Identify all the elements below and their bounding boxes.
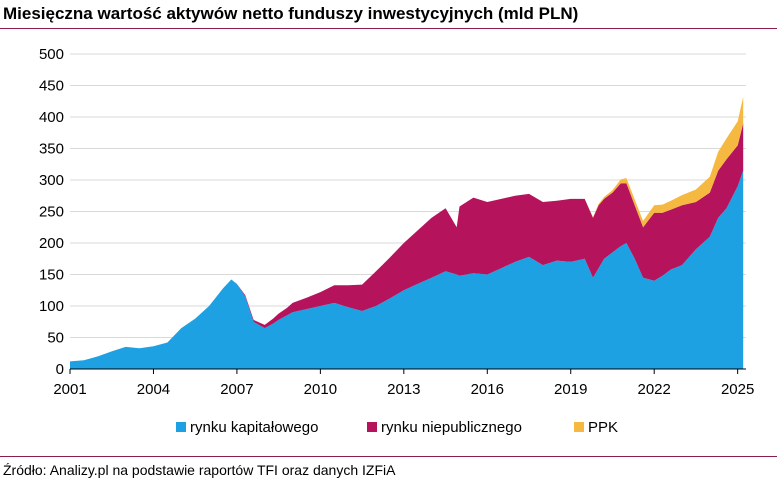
legend: rynku kapitałowego rynku niepublicznego PP… — [176, 419, 618, 436]
y-tick-label: 0 — [56, 361, 64, 378]
x-tick-label: 2007 — [220, 381, 253, 398]
legend-swatch — [176, 422, 186, 432]
x-tick-label: 2013 — [387, 381, 420, 398]
chart-title: Miesięczna wartość aktywów netto fundusz… — [3, 4, 579, 23]
y-tick-label: 250 — [39, 204, 64, 221]
area-series-1 — [70, 170, 744, 369]
source-divider — [0, 456, 777, 457]
legend-label: rynku kapitałowego — [190, 419, 318, 436]
x-tick-label: 2004 — [137, 381, 170, 398]
legend-label: PPK — [588, 419, 618, 436]
area-series — [70, 96, 744, 369]
legend-label: rynku niepublicznego — [381, 419, 522, 436]
x-tick-label: 2019 — [554, 381, 587, 398]
y-tick-label: 150 — [39, 267, 64, 284]
y-tick-label: 350 — [39, 141, 64, 158]
x-tick-label: 2010 — [304, 381, 337, 398]
legend-swatch — [367, 422, 377, 432]
title-divider — [0, 28, 777, 29]
x-tick-label: 2022 — [638, 381, 671, 398]
y-tick-label: 100 — [39, 298, 64, 315]
x-tick-label: 2016 — [471, 381, 504, 398]
chart-area: 0 50 100 150 200 250 300 350 400 450 500 2001 2004 20… — [39, 46, 754, 436]
x-tick-label: 2001 — [53, 381, 86, 398]
y-tick-label: 200 — [39, 235, 64, 252]
x-tick-label: 2025 — [721, 381, 754, 398]
legend-swatch — [574, 422, 584, 432]
y-tick-label: 400 — [39, 109, 64, 126]
source-note: Źródło: Analizy.pl na podstawie raportów… — [3, 462, 396, 478]
y-tick-label: 300 — [39, 172, 64, 189]
grid — [70, 53, 746, 338]
axes: 0 50 100 150 200 250 300 350 400 450 500 2001 2004 20… — [39, 46, 754, 398]
y-tick-label: 450 — [39, 78, 64, 95]
y-tick-label: 50 — [47, 330, 64, 347]
y-tick-label: 500 — [39, 46, 64, 63]
area-series-2 — [70, 123, 744, 362]
